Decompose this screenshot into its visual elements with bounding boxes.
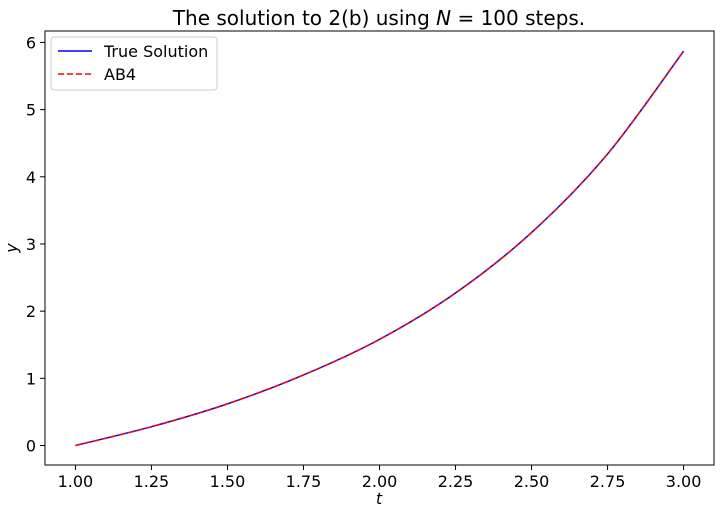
x-axis-label: t bbox=[376, 489, 383, 508]
x-tick-label: 2.50 bbox=[514, 472, 550, 491]
y-tick-label: 1 bbox=[26, 369, 36, 388]
legend-box bbox=[50, 36, 218, 91]
title-suffix: steps. bbox=[519, 6, 585, 30]
x-tick-label: 2.25 bbox=[438, 472, 474, 491]
y-axis-ticks: 0 1 2 3 4 5 6 bbox=[26, 33, 45, 456]
legend: True Solution AB4 bbox=[50, 36, 218, 91]
y-tick-label: 3 bbox=[26, 235, 36, 254]
x-tick-label: 2.75 bbox=[590, 472, 626, 491]
x-tick-label: 1.00 bbox=[58, 472, 94, 491]
y-tick-label: 6 bbox=[26, 33, 36, 52]
legend-label-ab4: AB4 bbox=[104, 65, 136, 84]
y-tick-label: 5 bbox=[26, 101, 36, 120]
title-math-rest: = 100 bbox=[451, 6, 519, 30]
x-tick-label: 1.25 bbox=[134, 472, 170, 491]
x-tick-label: 2.00 bbox=[362, 472, 398, 491]
x-axis-ticks: 1.00 1.25 1.50 1.75 2.00 2.25 2.50 2.75 3.00 bbox=[58, 465, 702, 491]
legend-label-true-solution: True Solution bbox=[103, 42, 208, 61]
series-layer bbox=[75, 50, 685, 447]
y-tick-label: 2 bbox=[26, 302, 36, 321]
y-tick-label: 0 bbox=[26, 437, 36, 456]
x-tick-label: 1.75 bbox=[286, 472, 322, 491]
x-tick-label: 3.00 bbox=[666, 472, 702, 491]
y-axis-label: y bbox=[2, 243, 21, 254]
y-tick-label: 4 bbox=[26, 168, 36, 187]
title-prefix: The solution to 2(b) using bbox=[172, 6, 436, 30]
chart-title: The solution to 2(b) using N = 100 steps… bbox=[172, 6, 585, 30]
series-line-ab4 bbox=[75, 50, 685, 447]
x-tick-label: 1.50 bbox=[210, 472, 246, 491]
title-math-var: N bbox=[436, 6, 451, 30]
